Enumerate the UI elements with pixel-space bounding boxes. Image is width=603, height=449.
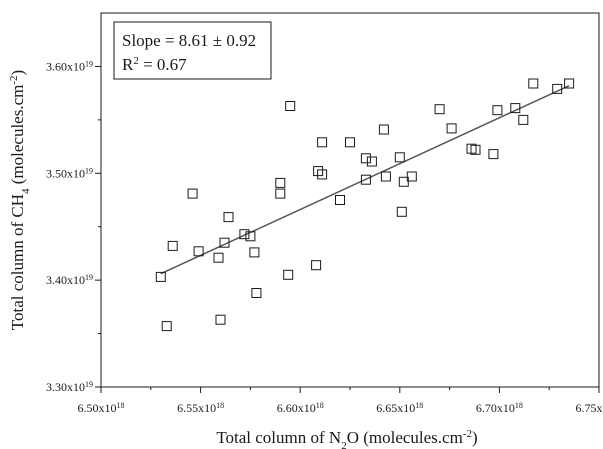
data-point xyxy=(193,246,204,257)
data-point xyxy=(161,321,172,332)
x-tick-label: 6.60x1018 xyxy=(277,401,324,416)
x-tick-labels: 6.50x1018 6.55x1018 6.60x1018 6.65x1018 6.70… xyxy=(78,401,603,416)
data-point xyxy=(245,231,256,242)
data-point xyxy=(564,78,575,89)
data-point xyxy=(345,137,355,148)
data-point xyxy=(492,105,503,116)
data-point xyxy=(311,260,322,271)
y-axis-title: Total column of CH4 (molecules.cm-2) xyxy=(8,70,32,330)
data-point xyxy=(470,144,481,155)
data-point xyxy=(167,240,178,251)
data-point xyxy=(249,247,260,258)
fit-line xyxy=(160,84,570,275)
stats-box: Slope = 8.61 ± 0.92 R2 = 0.67 xyxy=(113,21,272,80)
data-point xyxy=(275,188,286,199)
data-point xyxy=(378,124,389,135)
data-point xyxy=(187,188,198,199)
slope-text: Slope = 8.61 ± 0.92 xyxy=(122,31,256,50)
x-tick-label: 6.75x1018 xyxy=(576,401,603,416)
data-point xyxy=(215,314,226,325)
data-point xyxy=(360,153,371,164)
axis-ticks xyxy=(95,65,600,393)
data-point xyxy=(366,156,377,167)
data-point xyxy=(360,174,371,185)
data-point xyxy=(406,171,417,182)
x-tick-label: 6.70x1018 xyxy=(476,401,523,416)
data-point xyxy=(285,101,296,111)
data-point xyxy=(239,229,250,240)
data-point xyxy=(488,149,499,160)
data-point xyxy=(317,137,328,148)
data-point xyxy=(528,78,539,89)
data-point xyxy=(398,176,409,187)
x-tick-label: 6.55x1018 xyxy=(177,401,224,416)
data-point xyxy=(317,169,328,180)
data-point xyxy=(394,152,405,163)
r2-text: R2 = 0.67 xyxy=(122,55,187,74)
data-point xyxy=(518,114,529,125)
data-point xyxy=(510,103,521,114)
y-tick-labels: 3.30x1019 3.40x1019 3.50x1019 3.60x1019 xyxy=(46,59,93,394)
x-axis-title: Total column of N2O (molecules.cm-2) xyxy=(216,428,477,449)
data-point xyxy=(275,177,286,188)
data-point xyxy=(446,123,457,134)
data-points xyxy=(155,78,575,332)
y-tick-label: 3.50x1019 xyxy=(46,166,93,181)
data-point xyxy=(219,237,230,248)
x-tick-label: 6.65x1018 xyxy=(376,401,423,416)
stats-box-frame xyxy=(113,21,272,80)
data-point xyxy=(396,206,407,217)
data-point xyxy=(283,269,294,280)
data-point xyxy=(223,212,234,223)
x-tick-label: 6.50x1018 xyxy=(78,401,125,416)
data-point xyxy=(434,104,445,115)
y-tick-label: 3.60x1019 xyxy=(46,59,93,74)
data-point xyxy=(335,195,345,205)
data-point xyxy=(552,83,563,94)
data-point xyxy=(251,288,262,298)
y-tick-label: 3.40x1019 xyxy=(46,273,93,288)
data-point xyxy=(155,271,166,282)
data-point xyxy=(213,252,224,263)
data-point xyxy=(380,171,391,182)
y-tick-label: 3.30x1019 xyxy=(46,380,93,395)
